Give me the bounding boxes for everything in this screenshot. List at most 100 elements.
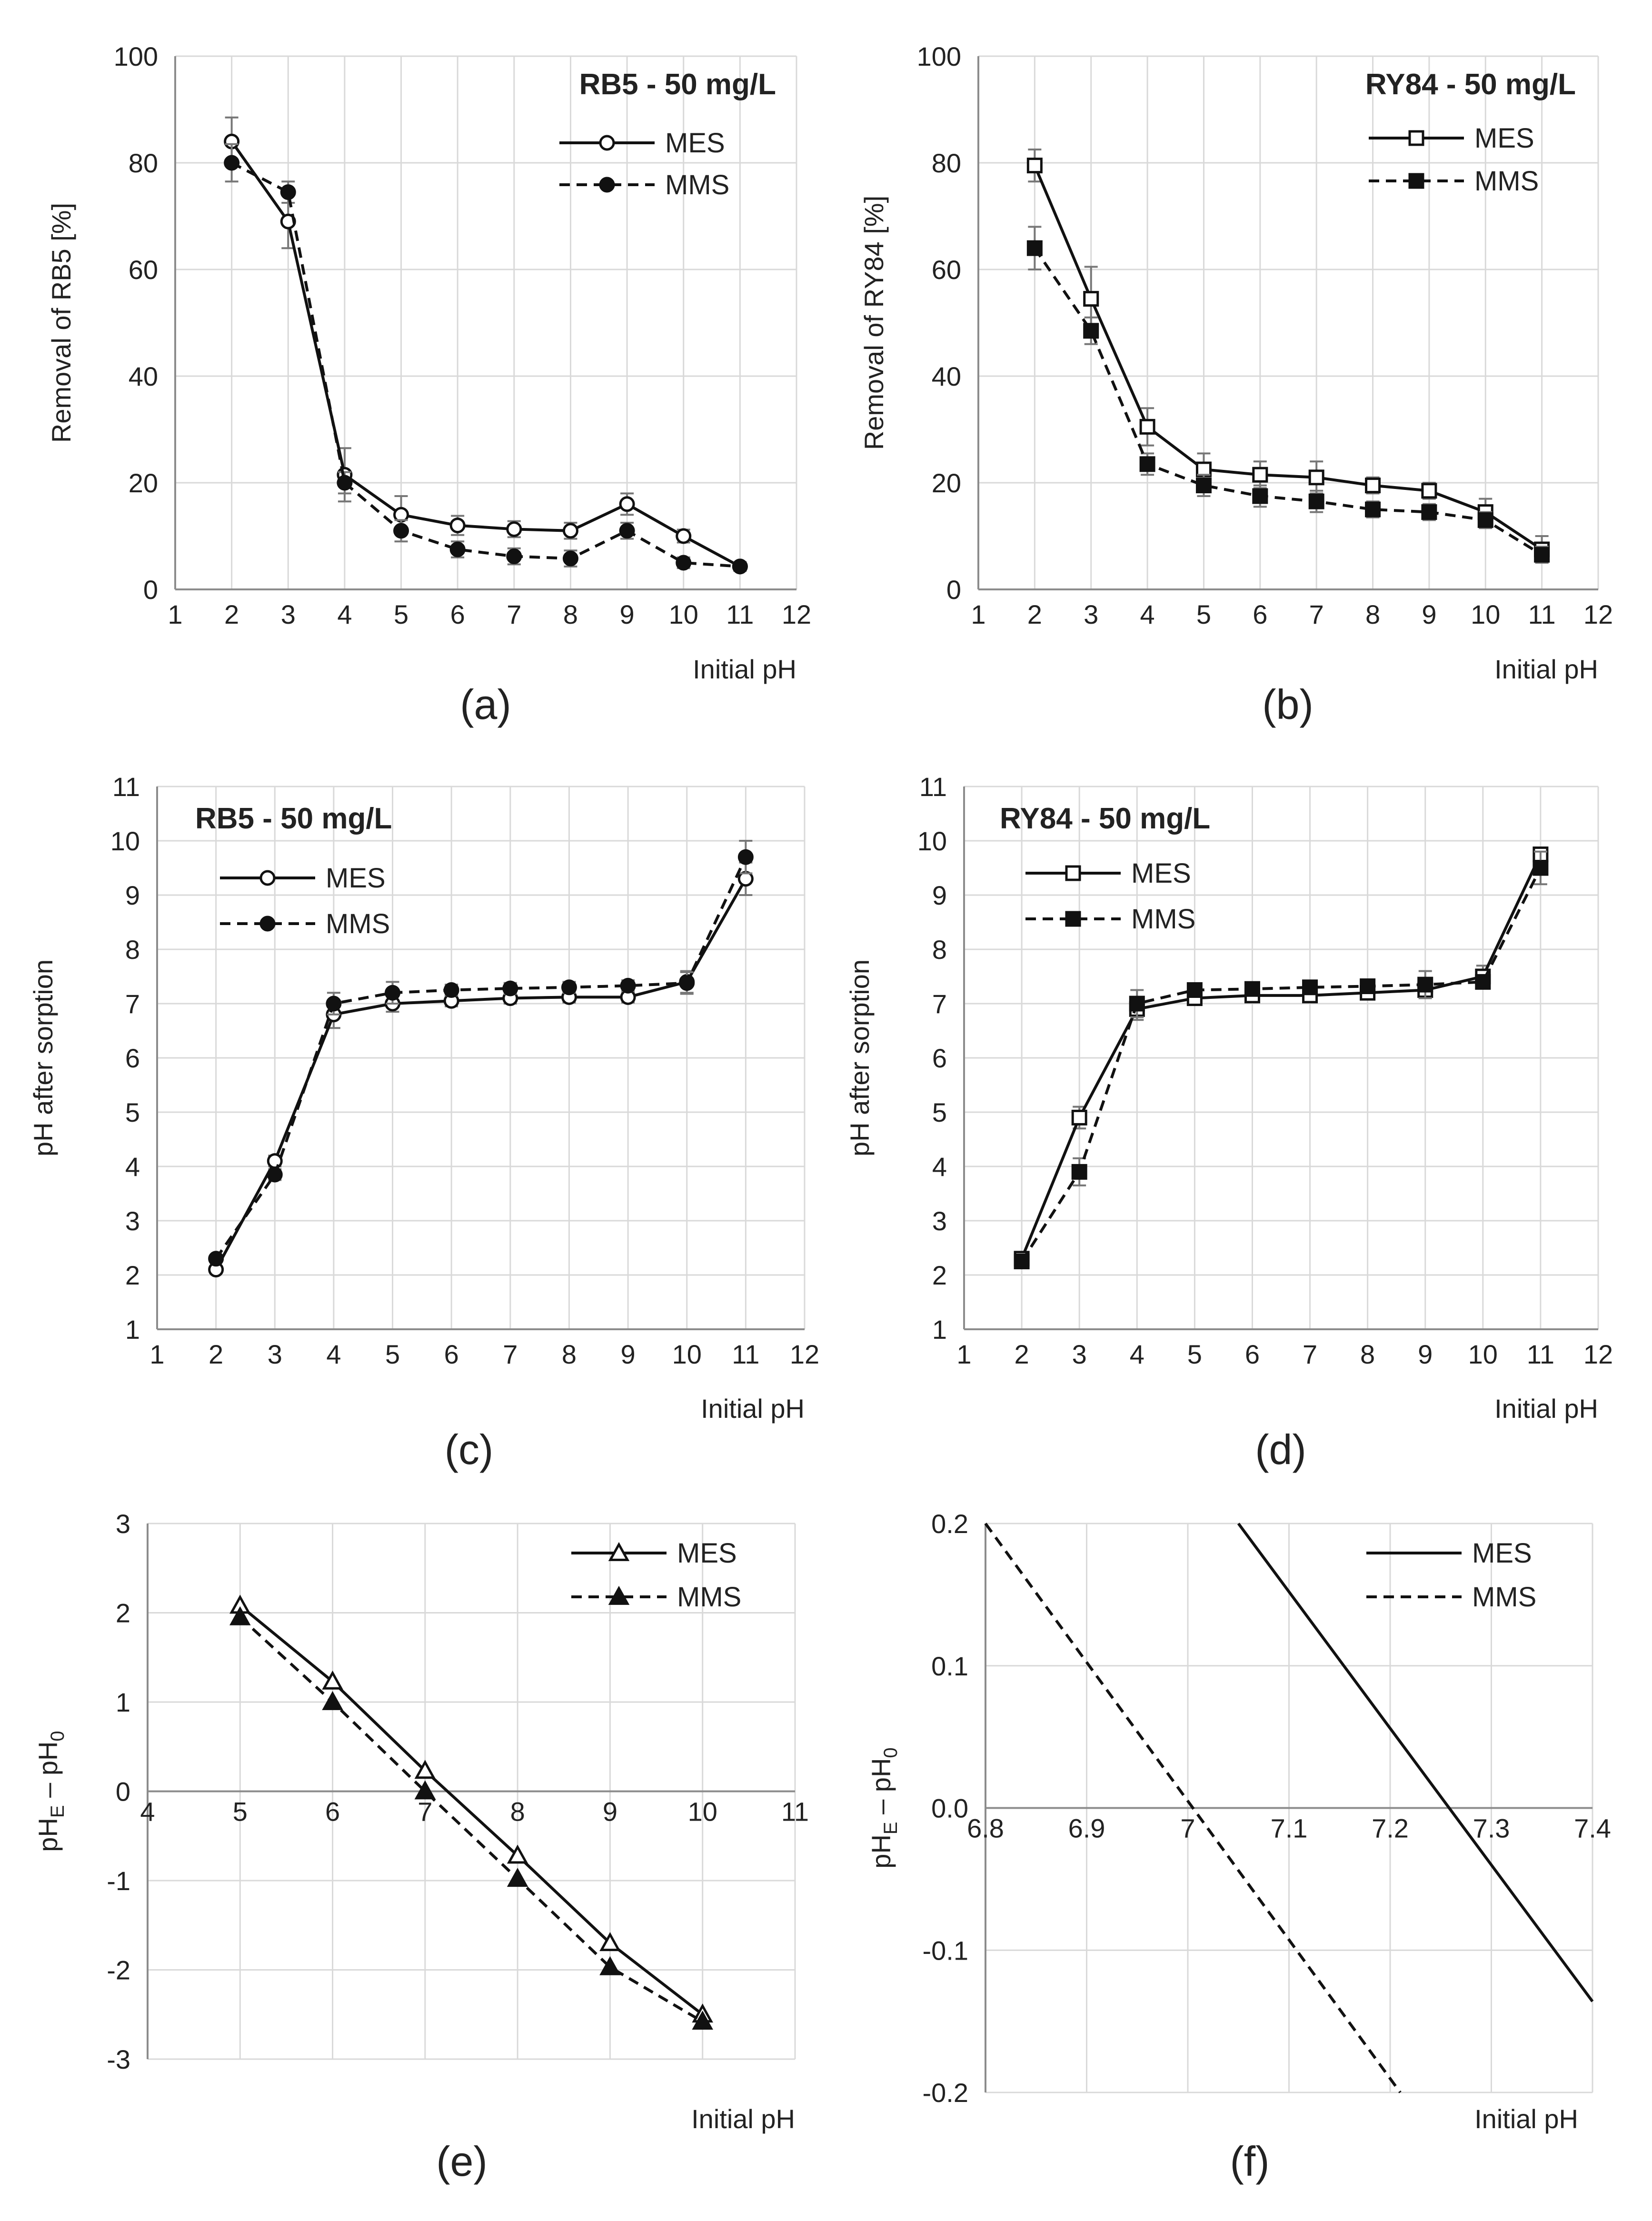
data-point-mms-2 — [326, 996, 342, 1012]
x-tick-label: 6 — [1245, 1339, 1260, 1369]
chart-title: RB5 - 50 mg/L — [579, 68, 776, 101]
x-tick-label: 7 — [1303, 1339, 1317, 1369]
x-tick-label: 2 — [224, 599, 239, 629]
series-line-mes — [230, 140, 741, 568]
y-tick-label: 80 — [129, 148, 158, 178]
data-point-mms-3 — [1186, 982, 1203, 998]
data-point-mms-legend — [1065, 911, 1081, 927]
y-tick-label: 3 — [125, 1206, 140, 1236]
x-tick-label: 12 — [790, 1339, 819, 1369]
y-axis-title: Removal of RY84 [%] — [859, 196, 889, 450]
panel-label: (e) — [436, 2138, 488, 2185]
data-point-mms-1 — [267, 1166, 283, 1183]
x-tick-label: 3 — [281, 599, 296, 629]
data-point-mes-7 — [619, 496, 635, 512]
x-tick-label: 12 — [1583, 599, 1613, 629]
series-mms — [208, 840, 754, 1267]
data-point-mes-1 — [267, 1153, 283, 1169]
data-point-mms-1 — [280, 184, 296, 200]
y-tick-label: -0.2 — [923, 2078, 969, 2108]
x-tick-label: 10 — [672, 1339, 702, 1369]
data-point-mms-legend — [259, 916, 276, 932]
data-point-mms-7 — [620, 977, 636, 994]
data-point-mes-legend — [1408, 130, 1424, 146]
data-point-mms-0 — [1014, 1254, 1030, 1269]
x-tick-label: 6 — [444, 1339, 459, 1369]
x-tick-label: 11 — [732, 1339, 759, 1369]
series-line-mms — [239, 1616, 704, 2023]
series-mms — [224, 143, 748, 575]
y-tick-label: 0.1 — [931, 1651, 968, 1681]
data-point-mms-9 — [1533, 860, 1549, 876]
data-point-mms-1 — [1071, 1164, 1087, 1180]
x-tick-label: 12 — [1583, 1339, 1613, 1369]
x-tick-label: 5 — [1187, 1339, 1202, 1369]
x-tick-label: 4 — [140, 1797, 155, 1827]
x-tick-label: 7 — [1180, 1813, 1195, 1843]
x-tick-label: 7 — [418, 1797, 432, 1827]
y-tick-label: 80 — [932, 148, 961, 178]
series-line-mes — [1020, 854, 1542, 1259]
data-point-mms-3 — [507, 1868, 528, 1887]
legend-label: MES — [1474, 123, 1534, 154]
data-point-mes-legend — [608, 1542, 630, 1561]
x-axis-title: Initial pH — [1494, 1394, 1598, 1424]
y-tick-label: 6 — [125, 1043, 140, 1073]
legend-label: MMS — [677, 1582, 741, 1613]
data-point-mms-8 — [1477, 512, 1493, 528]
data-point-mms-legend — [599, 177, 615, 193]
x-tick-label: 8 — [1360, 1339, 1375, 1369]
x-tick-label: 3 — [268, 1339, 282, 1369]
legend-entry-mes: MES — [571, 1538, 737, 1569]
y-tick-label: 60 — [129, 255, 158, 285]
data-point-mes-3 — [507, 1844, 528, 1864]
x-tick-label: 8 — [562, 1339, 577, 1369]
x-axis-title: Initial pH — [1494, 654, 1598, 684]
y-axis-title: pHE – pH0 — [33, 1731, 68, 1852]
x-tick-label: 2 — [1015, 1339, 1029, 1369]
x-tick-label: 1 — [956, 1339, 971, 1369]
y-tick-label: 3 — [932, 1206, 947, 1236]
data-point-mms-8 — [679, 975, 695, 991]
x-tick-label: 12 — [782, 599, 811, 629]
x-tick-label: 4 — [326, 1339, 341, 1369]
x-tick-label: 8 — [510, 1797, 525, 1827]
legend-label: MMS — [1474, 166, 1539, 197]
data-point-mes-8 — [676, 528, 692, 544]
y-tick-label: 40 — [932, 361, 961, 391]
y-axis-title: Removal of RB5 [%] — [46, 203, 76, 443]
x-tick-label: 11 — [726, 599, 754, 629]
data-point-mes-1 — [1071, 1109, 1087, 1125]
y-axis-title-part: – pH — [33, 1742, 63, 1805]
series-mms — [1026, 226, 1550, 564]
y-axis-title: pHE – pH0 — [866, 1747, 901, 1868]
legend-label: MMS — [1472, 1582, 1536, 1613]
x-tick-label: 5 — [1196, 599, 1211, 629]
legend-label: MES — [1131, 858, 1191, 889]
y-tick-label: 11 — [112, 772, 140, 802]
x-tick-label: 1 — [971, 599, 985, 629]
x-tick-label: 5 — [385, 1339, 400, 1369]
chart-panel-6: 6.8 6.9 7 7.1 7.2 7.3 7.4 -0.2 -0.1 0.0 0.1 0.2 Init… — [866, 1509, 1611, 2185]
data-point-mms-legend — [1408, 173, 1424, 189]
x-tick-label: 4 — [1140, 599, 1155, 629]
legend-entry-mms: MMS — [559, 169, 729, 200]
x-tick-label: 8 — [563, 599, 578, 629]
y-tick-label: 2 — [932, 1260, 947, 1290]
legend-entry-mes: MES — [559, 128, 725, 159]
data-point-mms-8 — [1475, 974, 1491, 990]
y-axis-title-part: E — [47, 1805, 68, 1818]
x-tick-label: 10 — [1468, 1339, 1498, 1369]
data-point-mms-5 — [1302, 979, 1318, 996]
legend-label: MMS — [1131, 904, 1195, 935]
legend-label: MES — [677, 1538, 737, 1569]
x-tick-label: 2 — [209, 1339, 223, 1369]
legend-entry-mms: MMS — [571, 1582, 741, 1613]
series-mes — [229, 1594, 713, 2023]
y-tick-label: 2 — [116, 1598, 130, 1628]
x-tick-label: 7.4 — [1574, 1813, 1611, 1843]
chart-title: RY84 - 50 mg/L — [1000, 802, 1210, 835]
x-tick-label: 9 — [620, 599, 635, 629]
